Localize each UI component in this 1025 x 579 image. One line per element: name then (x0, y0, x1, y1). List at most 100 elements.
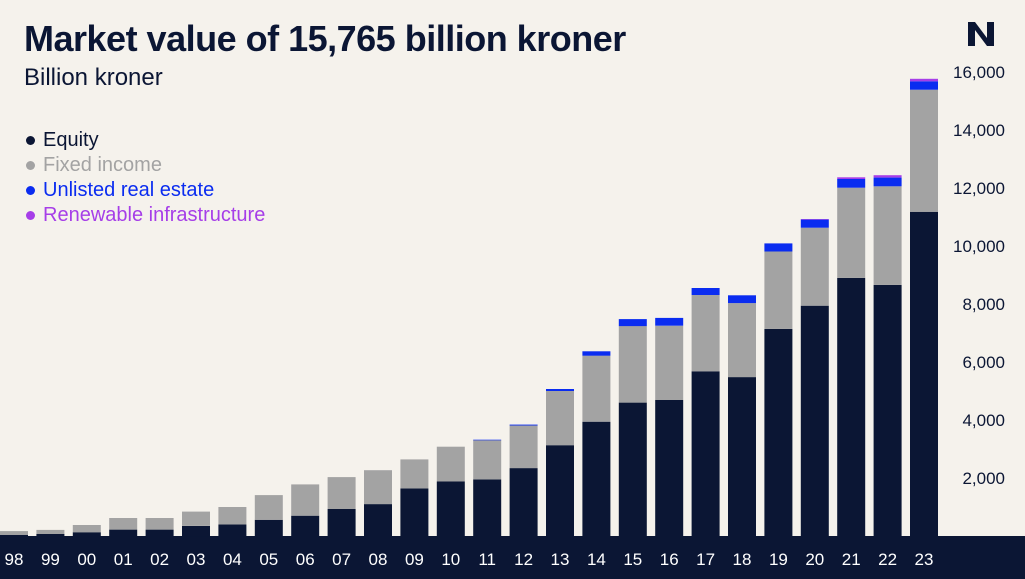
x-tick-label-14: 14 (587, 550, 606, 569)
y-tick-label-12000: 12,000 (953, 179, 1005, 198)
x-tick-label-08: 08 (369, 550, 388, 569)
bar-unlisted-real-estate-17 (691, 288, 720, 295)
legend-marker-unlisted-real-estate (26, 186, 35, 195)
bar-equity-99 (36, 534, 65, 536)
legend-item-equity: Equity (26, 128, 265, 153)
bar-equity-08 (364, 504, 392, 536)
x-tick-label-22: 22 (878, 550, 897, 569)
bar-unlisted-real-estate-20 (800, 219, 829, 228)
legend-label-unlisted-real-estate: Unlisted real estate (43, 179, 215, 201)
bar-unlisted-real-estate-12 (509, 424, 538, 426)
y-tick-label-14000: 14,000 (953, 121, 1005, 140)
bar-equity-04 (218, 524, 247, 536)
bar-unlisted-real-estate-11 (473, 439, 502, 441)
bar-fixed-income-98 (0, 531, 28, 535)
bar-unlisted-real-estate-15 (618, 319, 647, 327)
bar-equity-09 (400, 488, 429, 536)
bar-equity-20 (800, 305, 829, 536)
x-tick-label-21: 21 (842, 550, 861, 569)
legend-marker-equity (26, 136, 35, 145)
bar-unlisted-real-estate-13 (546, 389, 574, 391)
x-tick-label-19: 19 (769, 550, 788, 569)
bar-equity-00 (72, 532, 101, 536)
bar-equity-98 (0, 534, 28, 536)
bar-fixed-income-19 (764, 251, 793, 329)
bar-equity-02 (145, 529, 174, 536)
bar-equity-05 (254, 519, 283, 536)
x-tick-label-06: 06 (296, 550, 315, 569)
bar-equity-12 (509, 468, 538, 536)
n-logo-icon (968, 22, 994, 46)
legend-marker-renewable-infrastructure (26, 211, 35, 220)
legend-label-fixed-income: Fixed income (43, 154, 162, 176)
x-tick-label-13: 13 (551, 550, 570, 569)
bar-fixed-income-17 (691, 295, 720, 372)
bar-fixed-income-08 (364, 470, 392, 505)
bar-unlisted-real-estate-21 (837, 179, 866, 188)
bar-fixed-income-20 (800, 227, 829, 306)
bar-unlisted-real-estate-22 (873, 177, 902, 187)
bar-equity-07 (327, 509, 356, 536)
bar-fixed-income-18 (728, 303, 756, 378)
y-tick-label-4000: 4,000 (962, 411, 1005, 430)
bar-fixed-income-07 (327, 477, 356, 509)
bar-fixed-income-06 (291, 484, 320, 516)
bar-equity-14 (582, 421, 611, 536)
x-tick-label-17: 17 (696, 550, 715, 569)
bar-equity-11 (473, 479, 502, 536)
x-axis-band (0, 536, 1025, 579)
y-tick-label-10000: 10,000 (953, 237, 1005, 256)
x-tick-label-18: 18 (733, 550, 752, 569)
x-tick-label-01: 01 (114, 550, 133, 569)
bar-renewable-infrastructure-22 (873, 175, 902, 178)
bar-fixed-income-09 (400, 459, 429, 489)
bar-equity-18 (728, 377, 756, 536)
bar-equity-15 (618, 402, 647, 536)
bar-equity-16 (655, 400, 684, 536)
legend-label-renewable-infrastructure: Renewable infrastructure (43, 204, 266, 226)
x-tick-label-15: 15 (623, 550, 642, 569)
x-tick-label-09: 09 (405, 550, 424, 569)
bar-fixed-income-05 (254, 495, 283, 520)
bar-fixed-income-15 (618, 326, 647, 403)
bar-equity-01 (109, 529, 138, 536)
bar-fixed-income-13 (546, 391, 574, 446)
y-tick-label-2000: 2,000 (962, 469, 1005, 488)
x-tick-label-03: 03 (187, 550, 206, 569)
legend-marker-fixed-income (26, 161, 35, 170)
x-tick-label-12: 12 (514, 550, 533, 569)
bar-fixed-income-03 (182, 511, 210, 526)
x-tick-label-98: 98 (5, 550, 24, 569)
x-tick-label-23: 23 (915, 550, 934, 569)
bar-unlisted-real-estate-18 (728, 295, 756, 304)
x-tick-label-20: 20 (805, 550, 824, 569)
bar-renewable-infrastructure-21 (837, 177, 866, 179)
x-tick-label-05: 05 (259, 550, 278, 569)
x-tick-label-11: 11 (478, 550, 496, 569)
x-tick-label-07: 07 (332, 550, 351, 569)
bar-unlisted-real-estate-23 (910, 81, 938, 90)
legend: Equity Fixed income Unlisted real estate… (26, 128, 265, 228)
x-tick-label-00: 00 (77, 550, 96, 569)
y-tick-label-16000: 16,000 (953, 63, 1005, 82)
chart-subtitle: Billion kroner (24, 64, 163, 91)
bar-fixed-income-99 (36, 529, 65, 534)
bar-fixed-income-00 (72, 525, 101, 533)
bar-equity-13 (546, 445, 574, 536)
legend-label-equity: Equity (43, 129, 99, 151)
bar-fixed-income-11 (473, 440, 502, 480)
bar-equity-19 (764, 328, 793, 536)
bar-fixed-income-14 (582, 355, 611, 422)
legend-item-fixed-income: Fixed income (26, 153, 265, 178)
bar-fixed-income-12 (509, 425, 538, 469)
bar-fixed-income-10 (436, 446, 465, 482)
bar-equity-23 (910, 211, 938, 537)
bar-fixed-income-16 (655, 325, 684, 400)
y-tick-label-8000: 8,000 (962, 295, 1005, 314)
bar-fixed-income-02 (145, 518, 174, 530)
x-tick-label-04: 04 (223, 550, 242, 569)
legend-item-unlisted-real-estate: Unlisted real estate (26, 178, 265, 203)
bar-fixed-income-04 (218, 507, 247, 525)
bar-equity-06 (291, 515, 320, 536)
x-tick-label-02: 02 (150, 550, 169, 569)
